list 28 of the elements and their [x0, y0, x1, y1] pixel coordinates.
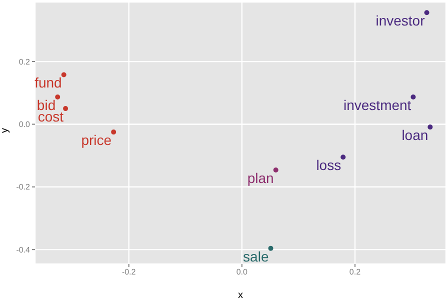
point: [424, 10, 430, 16]
point: [340, 154, 346, 160]
data-label: loss: [316, 157, 342, 174]
point: [410, 94, 416, 100]
point: [63, 106, 68, 112]
y-tick-label: -0.2: [16, 182, 31, 192]
point: [273, 167, 278, 172]
y-axis-title: y: [0, 128, 11, 133]
y-tick-label: 0.0: [18, 120, 31, 130]
y-tick-label: 0.2: [18, 57, 31, 66]
x-tick-label: 0.0: [236, 268, 248, 277]
data-label: investor: [376, 12, 426, 29]
x-tick-label: 0.2: [349, 268, 362, 277]
x-tick-label: -0.2: [122, 268, 136, 277]
y-tick-label: -0.4: [16, 245, 31, 254]
data-label: loan: [402, 127, 428, 144]
point: [111, 130, 116, 135]
point: [55, 94, 60, 100]
data-label: price: [81, 132, 112, 148]
data-label: fund: [34, 74, 62, 91]
x-axis-title: x: [238, 290, 243, 301]
data-label: sale: [243, 248, 269, 264]
data-label: bid: [36, 96, 56, 113]
point: [428, 124, 433, 130]
point: [61, 72, 66, 78]
data-label: plan: [247, 170, 274, 186]
data-label: investment: [344, 96, 412, 113]
point: [268, 246, 274, 251]
